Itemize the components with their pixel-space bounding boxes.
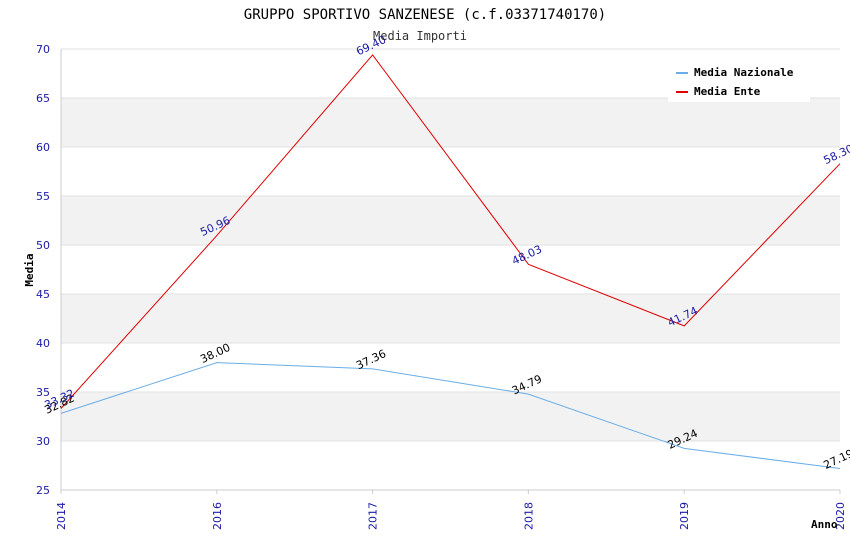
data-label: 38.00 [198, 341, 232, 366]
y-tick-label: 35 [36, 386, 50, 399]
data-label: 69.40 [354, 33, 388, 58]
y-tick-label: 30 [36, 435, 50, 448]
y-tick-label: 60 [36, 141, 50, 154]
chart-title: GRUPPO SPORTIVO SANZENESE (c.f.033717401… [244, 7, 606, 23]
x-tick-label: 2019 [678, 502, 691, 530]
x-tick-label: 2016 [211, 502, 224, 530]
y-axis-ticks: 25 30 35 40 45 50 55 60 65 70 [36, 43, 50, 497]
y-tick-label: 50 [36, 239, 50, 252]
legend-label: Media Nazionale [694, 66, 794, 79]
series-line [60, 54, 841, 409]
grid-band [61, 196, 840, 245]
legend-box [668, 60, 810, 102]
y-tick-label: 70 [36, 43, 50, 56]
series-line [60, 362, 841, 469]
series-lines [60, 54, 841, 469]
y-tick-label: 40 [36, 337, 50, 350]
grid-band [61, 392, 840, 441]
legend-label: Media Ente [694, 85, 761, 98]
x-axis-ticks: 2014 2016 2017 2018 2019 2020 [55, 490, 847, 530]
x-tick-label: 2017 [367, 502, 380, 530]
x-tick-label: 2018 [522, 502, 535, 530]
chart-subtitle: Media Importi [373, 29, 467, 43]
x-axis-label: Anno [811, 518, 838, 531]
grid-band [61, 98, 840, 147]
x-tick-label: 2020 [834, 502, 847, 530]
y-tick-label: 65 [36, 92, 50, 105]
y-axis-label: Media [23, 253, 36, 286]
y-tick-label: 45 [36, 288, 50, 301]
grid-bands [61, 98, 840, 441]
y-tick-label: 25 [36, 484, 50, 497]
legend: Media Nazionale Media Ente [668, 60, 810, 102]
gridlines [60, 48, 840, 491]
grid-band [61, 294, 840, 343]
x-tick-label: 2014 [55, 502, 68, 530]
y-tick-label: 55 [36, 190, 50, 203]
